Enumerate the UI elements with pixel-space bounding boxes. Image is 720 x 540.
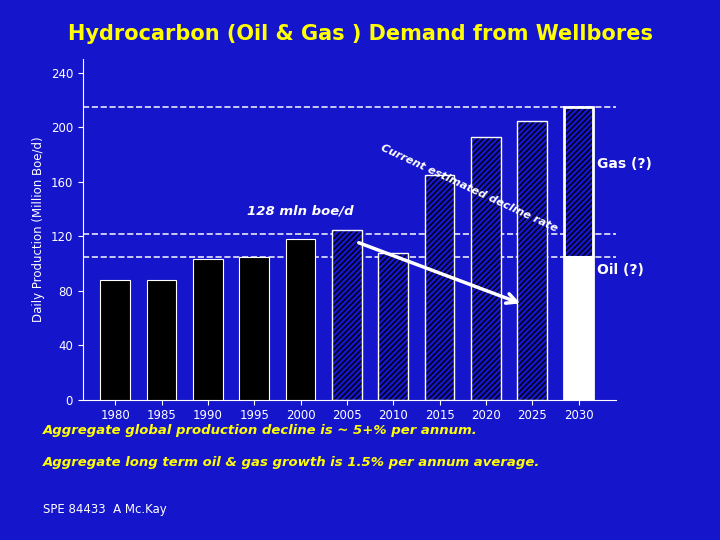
Bar [425, 175, 454, 400]
Text: Current estimated decline rate: Current estimated decline rate [379, 143, 559, 234]
Bar [332, 230, 361, 400]
Y-axis label: Daily Production (Million Boe/d): Daily Production (Million Boe/d) [32, 137, 45, 322]
Text: Oil (?): Oil (?) [597, 264, 644, 278]
Text: Aggregate global production decline is ~ 5+% per annum.: Aggregate global production decline is ~… [43, 424, 478, 437]
Text: Aggregate long term oil & gas growth is 1.5% per annum average.: Aggregate long term oil & gas growth is … [43, 456, 541, 469]
Bar [518, 120, 547, 400]
Bar [471, 137, 500, 400]
Bar [564, 107, 593, 256]
Text: Hydrocarbon (Oil & Gas ) Demand from Wellbores: Hydrocarbon (Oil & Gas ) Demand from Wel… [68, 24, 652, 44]
Bar [100, 280, 130, 400]
Bar [379, 253, 408, 400]
Bar [379, 253, 408, 400]
Text: 128 mln boe/d: 128 mln boe/d [247, 204, 354, 217]
Bar [193, 259, 222, 400]
Bar [239, 256, 269, 400]
Text: SPE 84433  A Mc.Kay: SPE 84433 A Mc.Kay [43, 503, 167, 516]
Bar [564, 256, 593, 400]
Bar [425, 175, 454, 400]
Bar [286, 239, 315, 400]
Bar [518, 120, 547, 400]
Bar [564, 107, 593, 400]
Bar [332, 230, 361, 400]
Bar [147, 280, 176, 400]
Bar [471, 137, 500, 400]
Text: Gas (?): Gas (?) [597, 157, 652, 171]
